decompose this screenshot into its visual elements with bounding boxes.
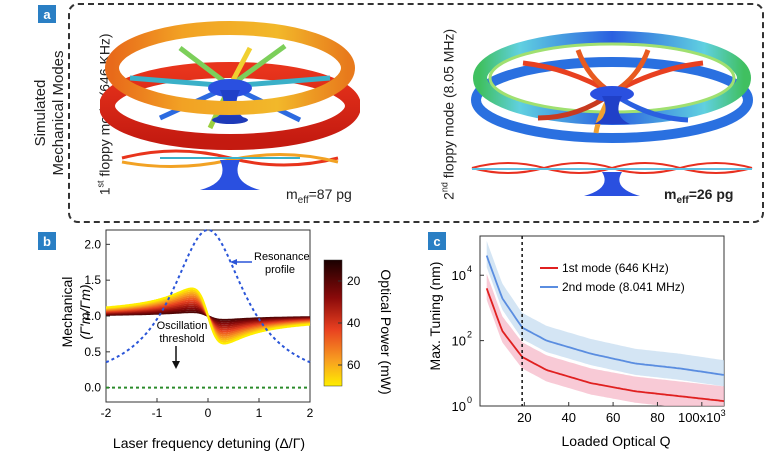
mode1-hub [208,79,252,97]
panel-b-chart: Mechanical Linewidth (Γ'm/Γm) Laser freq… [59,228,394,451]
x-tick-label: 60 [606,410,620,425]
panel-b-curves [105,287,311,345]
oscillation-label-2: threshold [159,333,204,345]
y-tick-label: 0.0 [84,381,101,395]
x-tick-label: 100x103 [678,408,726,425]
colorbar-ticks: 20 40 60 [338,274,361,372]
y-tick-label: 0.5 [84,345,101,359]
resonance-label-1: Resonance [254,251,310,263]
y-tick-label: 10 [452,399,466,414]
x-tick-label: 40 [561,410,575,425]
x-tick-label: -1 [152,406,163,420]
mode1-upper-ring [105,21,355,115]
panel-c-bands [486,240,724,406]
y-tick-exponent: 0 [467,395,472,405]
mode2-render [471,31,753,196]
colorbar-tick-label: 40 [347,316,361,330]
colorbar-tick-label: 20 [347,274,361,288]
y-tick-label: 10 [452,268,466,283]
y-tick-exponent: 2 [467,330,472,340]
mode1-tuning-line [485,288,725,402]
x-tick-label: 0 [205,406,212,420]
mode2-tuning-line [485,255,725,376]
panel-c-plot-frame [479,235,725,407]
panel-b-ticks: -2 -1 0 1 2 0.0 0.5 1.0 1.5 2.0 [84,237,313,420]
x-tick-label: 80 [650,410,664,425]
mode1-uncertainty-band [486,273,724,406]
panel-b-ylabel-2: Linewidth (Γ'm/Γm) [77,284,93,339]
x-tick-label: -2 [101,406,112,420]
panel-b-xlabel: Laser frequency detuning (Δ/Γ) [113,435,305,451]
x-tick-label: 2 [307,406,314,420]
mode1-meff: meff=87 pg [286,186,352,206]
legend-mode2: 2nd mode (8.041 MHz) [562,280,685,294]
resonance-label-2: profile [265,264,295,276]
y-tick-label: 1.0 [84,309,101,323]
panel-a-label: a [38,5,56,23]
panel-a-box [68,3,764,223]
mode2-uncertainty-band [486,240,724,387]
colorbar-label: Optical Power (mW) [378,269,394,394]
colorbar-tick-label: 60 [347,358,361,372]
panel-c-xlabel: Loaded Optical Q [562,433,671,449]
mode1-lower-ring [100,62,360,150]
mode1-render [100,21,360,190]
mode2-hub [590,86,634,102]
x-tick-label: 20 [517,410,531,425]
panel-a-side-label: Simulated Mechanical Modes [32,33,68,193]
side-label-line1: Simulated [32,79,49,147]
y-tick-label: 1.5 [84,273,101,287]
legend-mode1: 1st mode (646 KHz) [562,261,669,275]
oscillation-label-1: Oscillation [157,320,208,332]
y-tick-label: 10 [452,334,466,349]
side-label-line2: Mechanical Modes [50,50,67,176]
linewidth-curve [105,287,311,345]
y-tick-label: 2.0 [84,237,101,251]
mode2-meff: meff=26 pg [664,186,734,206]
panel-b-ylabel-ratio: (Γ'm/Γm) [77,284,93,339]
panel-c-ylabel: Max. Tuning (nm) [427,262,443,371]
x-tick-label: 1 [256,406,263,420]
mode2-label: 2nd floppy mode (8.05 MHz) [439,28,457,200]
y-tick-exponent: 4 [467,264,472,274]
panel-c-label: c [428,232,446,250]
panel-b-label: b [38,232,56,250]
resonance-profile-line [105,228,311,364]
panel-c-lines [485,255,725,402]
panel-b-ylabel-1: Mechanical [59,277,75,348]
panel-c-chart: Max. Tuning (nm) Loaded Optical Q 20 40 60… [427,235,726,449]
mode2-lower-ring [471,57,753,143]
